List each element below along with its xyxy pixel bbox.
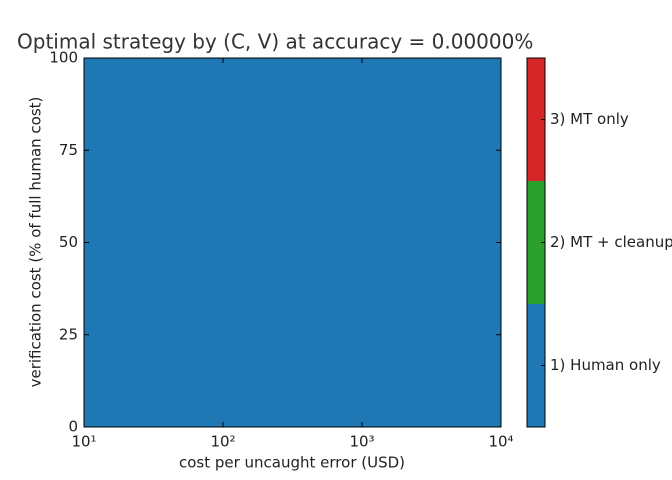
x-axis-label: cost per uncaught error (USD): [179, 454, 405, 472]
colorbar-label: 1) Human only: [550, 356, 661, 374]
chart-title: Optimal strategy by (C, V) at accuracy =…: [17, 30, 533, 54]
colorbar-segment: [527, 304, 545, 427]
colorbar-segment: [527, 181, 545, 304]
x-tick-label: 10³: [349, 433, 374, 451]
colorbar-label: 2) MT + cleanup: [550, 233, 672, 251]
colorbar-label: 3) MT only: [550, 110, 629, 128]
y-tick-label: 50: [59, 233, 78, 251]
x-tick-label: 10⁴: [488, 433, 513, 451]
y-tick-label: 100: [49, 49, 78, 67]
colorbar-segment: [527, 58, 545, 181]
y-tick-label: 0: [68, 418, 78, 436]
colorbar-frame: [526, 57, 546, 428]
y-tick-label: 75: [59, 141, 78, 159]
y-tick-label: 25: [59, 325, 78, 343]
x-tick-label: 10¹: [71, 433, 96, 451]
region-cell: [84, 58, 501, 427]
y-axis-label: verification cost (% of full human cost): [27, 97, 45, 388]
x-tick-label: 10²: [210, 433, 235, 451]
